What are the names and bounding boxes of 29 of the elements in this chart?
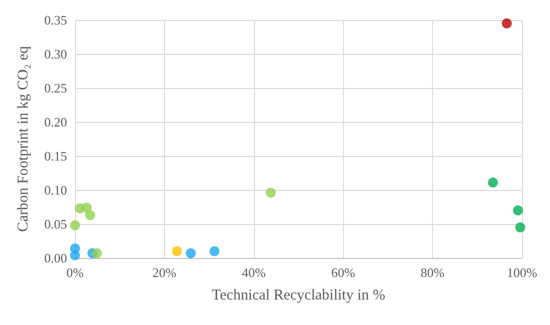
y-tick-label: 0.25 bbox=[44, 80, 67, 96]
point bbox=[512, 205, 523, 216]
point bbox=[186, 248, 196, 258]
x-tick-label: 100% bbox=[506, 265, 538, 280]
x-tick-label: 0% bbox=[66, 265, 84, 280]
point bbox=[515, 222, 526, 232]
y-tick-label: 0.30 bbox=[44, 46, 67, 62]
point bbox=[172, 246, 182, 256]
x-tick-label: 20% bbox=[152, 265, 176, 280]
x-tick-label: 80% bbox=[420, 265, 445, 280]
point bbox=[502, 18, 512, 28]
x-tick-label: 40% bbox=[242, 265, 266, 280]
point bbox=[209, 246, 220, 256]
point bbox=[488, 178, 498, 188]
point bbox=[266, 188, 276, 198]
y-axis-title: Carbon Footprint in kg CO₂ eq bbox=[16, 46, 32, 232]
point bbox=[70, 220, 80, 230]
y-tick-label: 0.10 bbox=[44, 182, 67, 198]
y-tick-label: 0.20 bbox=[44, 114, 67, 130]
y-tick-label: 0.35 bbox=[44, 12, 67, 28]
point bbox=[92, 248, 102, 258]
point bbox=[82, 202, 92, 213]
y-tick-label: 0.00 bbox=[44, 250, 67, 266]
y-tick-label: 0.15 bbox=[44, 148, 67, 164]
y-tick-label: 0.05 bbox=[44, 216, 67, 232]
x-tick-label: 60% bbox=[331, 265, 356, 280]
x-axis-title: Technical Recyclability in % bbox=[212, 288, 386, 304]
point bbox=[70, 250, 80, 260]
point bbox=[85, 210, 96, 220]
